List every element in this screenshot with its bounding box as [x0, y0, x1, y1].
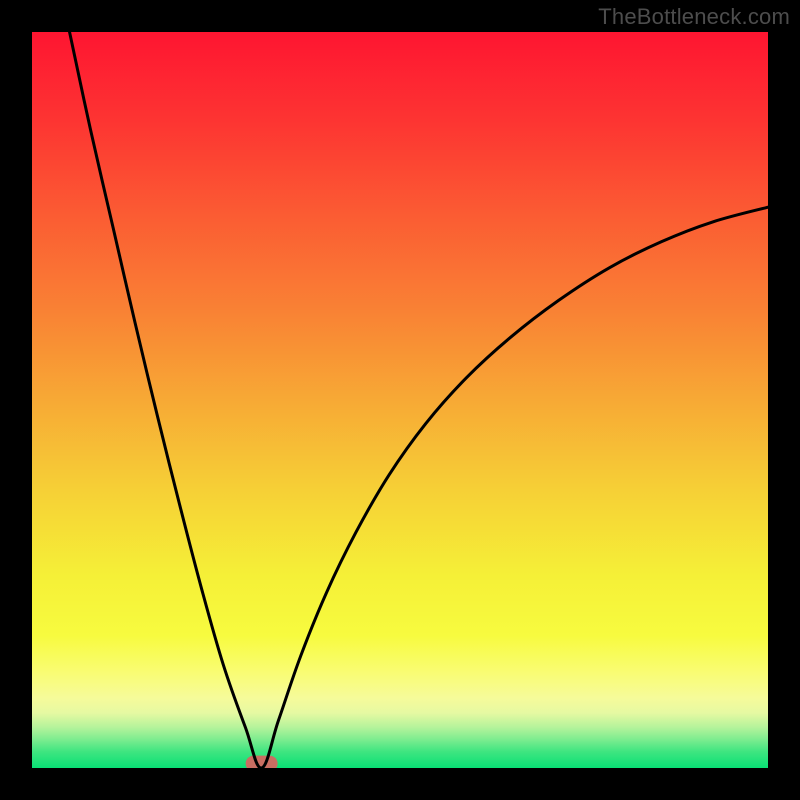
watermark-text: TheBottleneck.com: [598, 4, 790, 30]
chart-frame: [0, 0, 800, 800]
chart-background: [32, 32, 768, 768]
chart-svg: [0, 0, 800, 800]
